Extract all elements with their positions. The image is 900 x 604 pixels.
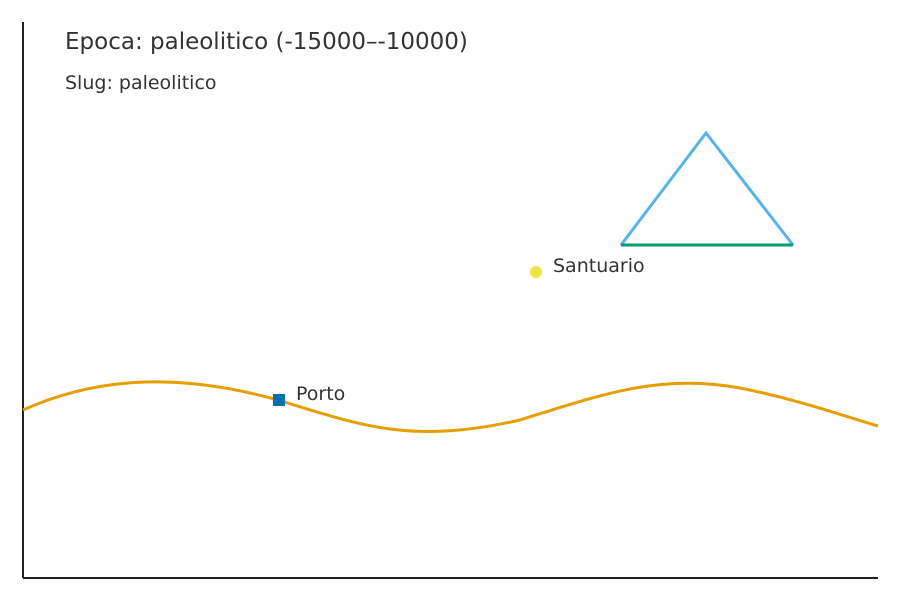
river-line: [22, 380, 879, 433]
porto-square-marker[interactable]: [273, 394, 285, 406]
map-title: Epoca: paleolitico (-15000–-10000): [65, 29, 468, 55]
porto-label: Porto: [296, 383, 345, 405]
santuario-circle-marker[interactable]: [530, 266, 542, 278]
santuario-label: Santuario: [553, 255, 645, 277]
mountain-outline: [619, 130, 795, 246]
map-subtitle: Slug: paleolitico: [65, 72, 217, 94]
